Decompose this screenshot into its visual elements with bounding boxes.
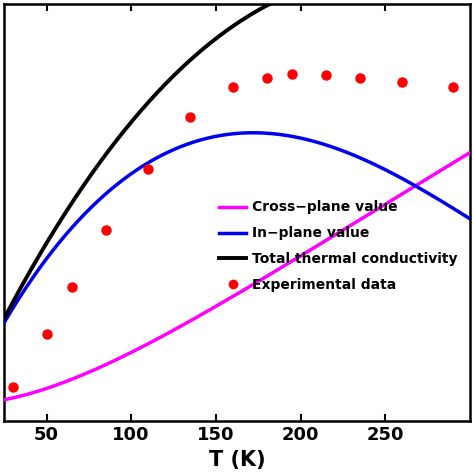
Legend: Cross−plane value, In−plane value, Total thermal conductivity, Experimental data: Cross−plane value, In−plane value, Total… [214, 195, 463, 297]
X-axis label: T (K): T (K) [209, 450, 265, 470]
